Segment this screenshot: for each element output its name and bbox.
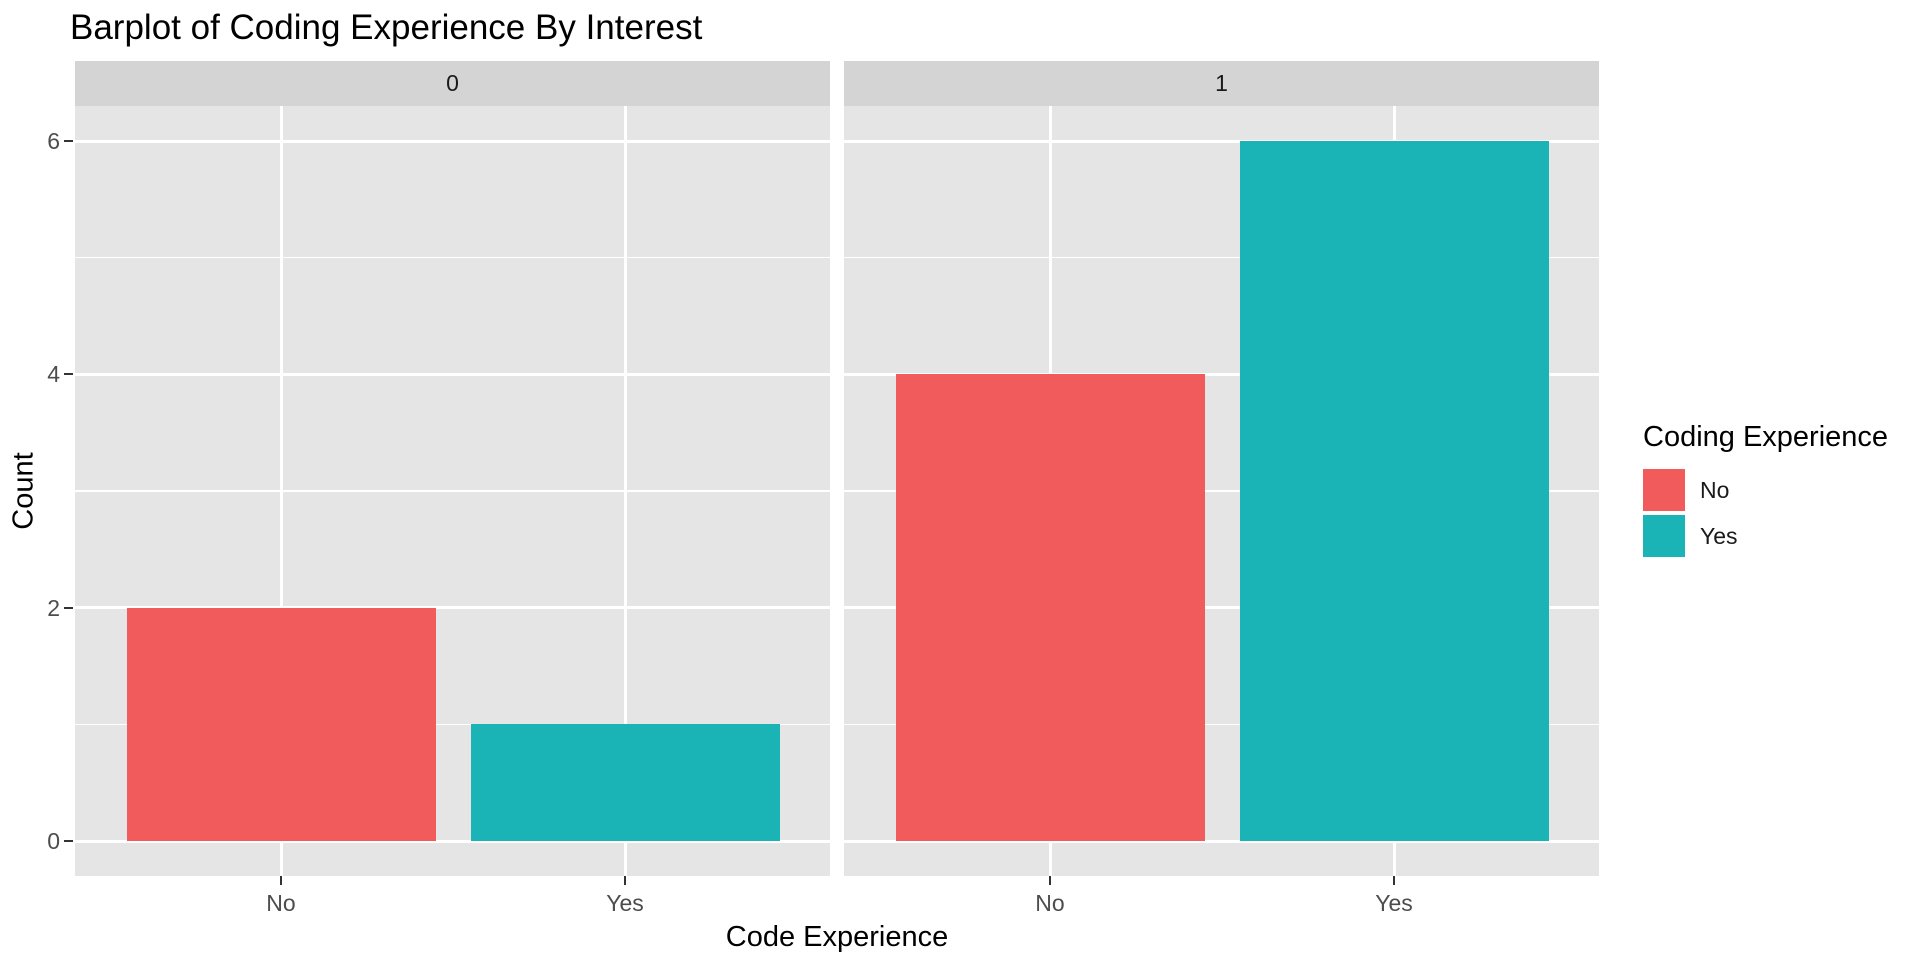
plot-title: Barplot of Coding Experience By Interest	[70, 8, 703, 47]
x-axis-tick	[1393, 876, 1395, 885]
legend-title: Coding Experience	[1643, 421, 1889, 453]
gridline-minor	[844, 490, 1599, 492]
facet-panel-1	[844, 106, 1599, 876]
y-axis-tick	[64, 373, 73, 376]
gridline-minor	[844, 723, 1599, 726]
x-axis-title: Code Experience	[725, 921, 949, 953]
x-axis-tick	[624, 876, 626, 885]
gridline-major	[75, 139, 830, 143]
gridline-major	[75, 839, 830, 843]
facet-strip-label: 1	[1215, 70, 1228, 96]
y-axis-tick	[64, 606, 73, 609]
legend-label: Yes	[1700, 522, 1738, 549]
bar-1-Yes	[1239, 141, 1549, 841]
gridline-major	[844, 839, 1599, 843]
gridline-major	[844, 606, 1599, 610]
bar-0-No	[126, 607, 436, 841]
legend-entry-Yes: Yes	[1643, 515, 1913, 557]
bar-1-No	[895, 374, 1205, 841]
x-axis-tick-label: No	[1035, 890, 1065, 916]
y-axis-tick-label: 0	[47, 828, 60, 854]
y-axis-tick-label: 6	[47, 128, 60, 154]
x-axis-tick-label: Yes	[1375, 890, 1413, 916]
gridline-minor	[75, 256, 830, 259]
y-axis-tick-label: 2	[47, 594, 60, 621]
gridline-minor	[844, 256, 1599, 259]
legend-label: No	[1700, 476, 1730, 503]
facet-strip-0: 0	[75, 61, 830, 106]
facet-strip-label: 0	[446, 70, 459, 96]
y-axis-tick	[64, 840, 73, 842]
legend-swatch	[1643, 515, 1685, 557]
x-axis-tick	[1049, 876, 1051, 885]
facet-strip-1: 1	[844, 61, 1599, 106]
y-axis-tick	[64, 140, 73, 142]
legend-entry-No: No	[1643, 469, 1913, 511]
y-axis-tick-label: 4	[47, 361, 60, 388]
gridline-vertical	[279, 106, 283, 876]
x-axis-tick	[280, 876, 282, 885]
gridline-minor	[75, 490, 830, 492]
x-axis-tick-label: No	[266, 890, 296, 916]
facet-panel-0	[75, 106, 830, 876]
x-axis-tick-label: Yes	[606, 890, 644, 916]
gridline-vertical	[623, 106, 627, 876]
legend: Coding Experience No Yes	[1643, 421, 1913, 561]
gridline-major	[844, 139, 1599, 143]
legend-swatch	[1643, 469, 1685, 511]
gridline-minor	[75, 723, 830, 726]
legend-entries: No Yes	[1643, 469, 1913, 557]
y-axis-title: Count	[7, 452, 40, 530]
bar-0-Yes	[470, 724, 780, 841]
gridline-major	[75, 606, 830, 610]
gridline-major	[75, 372, 830, 376]
gridline-major	[844, 372, 1599, 376]
